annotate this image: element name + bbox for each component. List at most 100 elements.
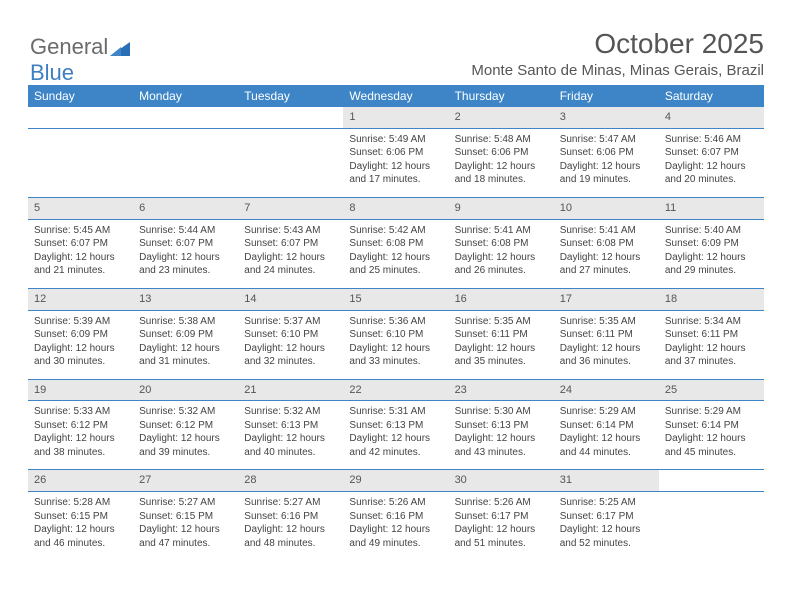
day-number-cell: 5 bbox=[28, 197, 133, 219]
sunset-text: Sunset: 6:11 PM bbox=[455, 328, 548, 342]
sunrise-text: Sunrise: 5:36 AM bbox=[349, 315, 442, 329]
sunset-text: Sunset: 6:16 PM bbox=[244, 510, 337, 524]
day-number-cell: 14 bbox=[238, 288, 343, 310]
day-number-cell: 27 bbox=[133, 470, 238, 492]
day-detail-cell: Sunrise: 5:27 AMSunset: 6:15 PMDaylight:… bbox=[133, 492, 238, 561]
day-number-cell: 13 bbox=[133, 288, 238, 310]
daylight-text: Daylight: 12 hours and 33 minutes. bbox=[349, 342, 442, 369]
daylight-text: Daylight: 12 hours and 30 minutes. bbox=[34, 342, 127, 369]
sunset-text: Sunset: 6:07 PM bbox=[665, 146, 758, 160]
sunset-text: Sunset: 6:14 PM bbox=[560, 419, 653, 433]
sunrise-text: Sunrise: 5:26 AM bbox=[455, 496, 548, 510]
sunrise-text: Sunrise: 5:27 AM bbox=[139, 496, 232, 510]
sunset-text: Sunset: 6:07 PM bbox=[244, 237, 337, 251]
day-number-cell: 20 bbox=[133, 379, 238, 401]
day-number-cell: 4 bbox=[659, 107, 764, 128]
daynum-row: 567891011 bbox=[28, 197, 764, 219]
day-number-cell bbox=[133, 107, 238, 128]
day-detail-cell: Sunrise: 5:44 AMSunset: 6:07 PMDaylight:… bbox=[133, 219, 238, 288]
day-header: Thursday bbox=[449, 85, 554, 107]
daylight-text: Daylight: 12 hours and 51 minutes. bbox=[455, 523, 548, 550]
day-detail-cell: Sunrise: 5:43 AMSunset: 6:07 PMDaylight:… bbox=[238, 219, 343, 288]
day-detail-cell: Sunrise: 5:37 AMSunset: 6:10 PMDaylight:… bbox=[238, 310, 343, 379]
sunset-text: Sunset: 6:08 PM bbox=[455, 237, 548, 251]
day-number-cell: 16 bbox=[449, 288, 554, 310]
daylight-text: Daylight: 12 hours and 47 minutes. bbox=[139, 523, 232, 550]
sunrise-text: Sunrise: 5:31 AM bbox=[349, 405, 442, 419]
sunrise-text: Sunrise: 5:34 AM bbox=[665, 315, 758, 329]
detail-row: Sunrise: 5:33 AMSunset: 6:12 PMDaylight:… bbox=[28, 401, 764, 470]
daylight-text: Daylight: 12 hours and 17 minutes. bbox=[349, 160, 442, 187]
day-number-cell: 26 bbox=[28, 470, 133, 492]
sunrise-text: Sunrise: 5:28 AM bbox=[34, 496, 127, 510]
day-header: Sunday bbox=[28, 85, 133, 107]
sunrise-text: Sunrise: 5:48 AM bbox=[455, 133, 548, 147]
sunrise-text: Sunrise: 5:45 AM bbox=[34, 224, 127, 238]
sunrise-text: Sunrise: 5:26 AM bbox=[349, 496, 442, 510]
day-detail-cell: Sunrise: 5:34 AMSunset: 6:11 PMDaylight:… bbox=[659, 310, 764, 379]
sunset-text: Sunset: 6:08 PM bbox=[560, 237, 653, 251]
day-detail-cell: Sunrise: 5:35 AMSunset: 6:11 PMDaylight:… bbox=[449, 310, 554, 379]
daylight-text: Daylight: 12 hours and 25 minutes. bbox=[349, 251, 442, 278]
day-number-cell: 24 bbox=[554, 379, 659, 401]
sunset-text: Sunset: 6:15 PM bbox=[139, 510, 232, 524]
sunset-text: Sunset: 6:17 PM bbox=[455, 510, 548, 524]
sunset-text: Sunset: 6:07 PM bbox=[34, 237, 127, 251]
sunset-text: Sunset: 6:16 PM bbox=[349, 510, 442, 524]
page-subtitle: Monte Santo de Minas, Minas Gerais, Braz… bbox=[28, 62, 764, 79]
day-detail-cell: Sunrise: 5:45 AMSunset: 6:07 PMDaylight:… bbox=[28, 219, 133, 288]
sunrise-text: Sunrise: 5:29 AM bbox=[665, 405, 758, 419]
brand-logo: General Blue bbox=[30, 34, 130, 86]
sunrise-text: Sunrise: 5:33 AM bbox=[34, 405, 127, 419]
page-title: October 2025 bbox=[28, 28, 764, 60]
sunset-text: Sunset: 6:14 PM bbox=[665, 419, 758, 433]
sunrise-text: Sunrise: 5:35 AM bbox=[455, 315, 548, 329]
day-detail-cell: Sunrise: 5:33 AMSunset: 6:12 PMDaylight:… bbox=[28, 401, 133, 470]
day-detail-cell: Sunrise: 5:35 AMSunset: 6:11 PMDaylight:… bbox=[554, 310, 659, 379]
day-number-cell: 12 bbox=[28, 288, 133, 310]
day-detail-cell: Sunrise: 5:48 AMSunset: 6:06 PMDaylight:… bbox=[449, 128, 554, 197]
sunset-text: Sunset: 6:10 PM bbox=[349, 328, 442, 342]
sunrise-text: Sunrise: 5:43 AM bbox=[244, 224, 337, 238]
sunrise-text: Sunrise: 5:32 AM bbox=[139, 405, 232, 419]
day-detail-cell: Sunrise: 5:31 AMSunset: 6:13 PMDaylight:… bbox=[343, 401, 448, 470]
sunrise-text: Sunrise: 5:49 AM bbox=[349, 133, 442, 147]
sunrise-text: Sunrise: 5:46 AM bbox=[665, 133, 758, 147]
sunset-text: Sunset: 6:09 PM bbox=[34, 328, 127, 342]
sunrise-text: Sunrise: 5:40 AM bbox=[665, 224, 758, 238]
daylight-text: Daylight: 12 hours and 32 minutes. bbox=[244, 342, 337, 369]
day-number-cell: 21 bbox=[238, 379, 343, 401]
daylight-text: Daylight: 12 hours and 26 minutes. bbox=[455, 251, 548, 278]
sunset-text: Sunset: 6:06 PM bbox=[560, 146, 653, 160]
day-header: Monday bbox=[133, 85, 238, 107]
sunrise-text: Sunrise: 5:38 AM bbox=[139, 315, 232, 329]
day-number-cell: 3 bbox=[554, 107, 659, 128]
day-detail-cell bbox=[659, 492, 764, 561]
day-number-cell: 28 bbox=[238, 470, 343, 492]
detail-row: Sunrise: 5:45 AMSunset: 6:07 PMDaylight:… bbox=[28, 219, 764, 288]
sunset-text: Sunset: 6:08 PM bbox=[349, 237, 442, 251]
daylight-text: Daylight: 12 hours and 38 minutes. bbox=[34, 432, 127, 459]
daylight-text: Daylight: 12 hours and 18 minutes. bbox=[455, 160, 548, 187]
day-detail-cell: Sunrise: 5:41 AMSunset: 6:08 PMDaylight:… bbox=[554, 219, 659, 288]
sunrise-text: Sunrise: 5:42 AM bbox=[349, 224, 442, 238]
day-detail-cell bbox=[133, 128, 238, 197]
day-detail-cell: Sunrise: 5:32 AMSunset: 6:13 PMDaylight:… bbox=[238, 401, 343, 470]
day-detail-cell: Sunrise: 5:38 AMSunset: 6:09 PMDaylight:… bbox=[133, 310, 238, 379]
daylight-text: Daylight: 12 hours and 44 minutes. bbox=[560, 432, 653, 459]
sunrise-text: Sunrise: 5:37 AM bbox=[244, 315, 337, 329]
daylight-text: Daylight: 12 hours and 48 minutes. bbox=[244, 523, 337, 550]
day-number-cell: 31 bbox=[554, 470, 659, 492]
sunset-text: Sunset: 6:13 PM bbox=[244, 419, 337, 433]
daylight-text: Daylight: 12 hours and 24 minutes. bbox=[244, 251, 337, 278]
day-number-cell: 15 bbox=[343, 288, 448, 310]
day-number-cell: 22 bbox=[343, 379, 448, 401]
sunrise-text: Sunrise: 5:44 AM bbox=[139, 224, 232, 238]
day-detail-cell: Sunrise: 5:25 AMSunset: 6:17 PMDaylight:… bbox=[554, 492, 659, 561]
day-detail-cell: Sunrise: 5:47 AMSunset: 6:06 PMDaylight:… bbox=[554, 128, 659, 197]
sunrise-text: Sunrise: 5:30 AM bbox=[455, 405, 548, 419]
day-detail-cell: Sunrise: 5:40 AMSunset: 6:09 PMDaylight:… bbox=[659, 219, 764, 288]
sunrise-text: Sunrise: 5:29 AM bbox=[560, 405, 653, 419]
detail-row: Sunrise: 5:28 AMSunset: 6:15 PMDaylight:… bbox=[28, 492, 764, 561]
detail-row: Sunrise: 5:39 AMSunset: 6:09 PMDaylight:… bbox=[28, 310, 764, 379]
